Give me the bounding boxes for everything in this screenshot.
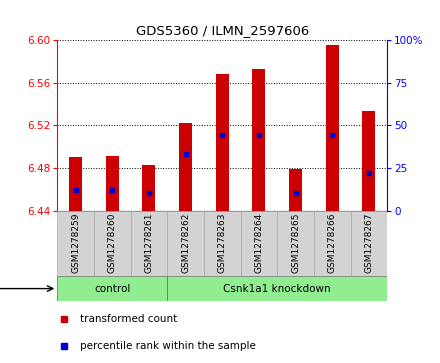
Bar xyxy=(253,69,265,211)
Bar xyxy=(289,169,302,211)
Text: GSM1278264: GSM1278264 xyxy=(254,212,264,273)
Text: GSM1278261: GSM1278261 xyxy=(144,212,154,273)
Bar xyxy=(106,156,119,211)
Bar xyxy=(277,211,314,276)
Text: transformed count: transformed count xyxy=(81,314,178,323)
Bar xyxy=(179,123,192,211)
Bar xyxy=(69,157,82,211)
Bar xyxy=(204,211,241,276)
Text: GSM1278262: GSM1278262 xyxy=(181,212,190,273)
Text: GSM1278259: GSM1278259 xyxy=(71,212,80,273)
Bar xyxy=(326,45,339,211)
Bar xyxy=(94,211,131,276)
Text: GSM1278263: GSM1278263 xyxy=(218,212,227,273)
Bar xyxy=(351,211,387,276)
Text: GSM1278267: GSM1278267 xyxy=(364,212,374,273)
Bar xyxy=(57,211,94,276)
Text: GSM1278260: GSM1278260 xyxy=(108,212,117,273)
Bar xyxy=(216,74,229,211)
Title: GDS5360 / ILMN_2597606: GDS5360 / ILMN_2597606 xyxy=(136,24,309,37)
Bar xyxy=(143,165,155,211)
Text: GSM1278266: GSM1278266 xyxy=(328,212,337,273)
Bar xyxy=(131,211,167,276)
Text: GSM1278265: GSM1278265 xyxy=(291,212,300,273)
Bar xyxy=(314,211,351,276)
Bar xyxy=(57,276,167,301)
Text: Csnk1a1 knockdown: Csnk1a1 knockdown xyxy=(224,284,331,294)
Bar xyxy=(241,211,277,276)
Text: control: control xyxy=(94,284,130,294)
Text: percentile rank within the sample: percentile rank within the sample xyxy=(81,341,256,351)
Bar xyxy=(363,111,375,211)
Bar xyxy=(167,276,387,301)
Bar xyxy=(167,211,204,276)
